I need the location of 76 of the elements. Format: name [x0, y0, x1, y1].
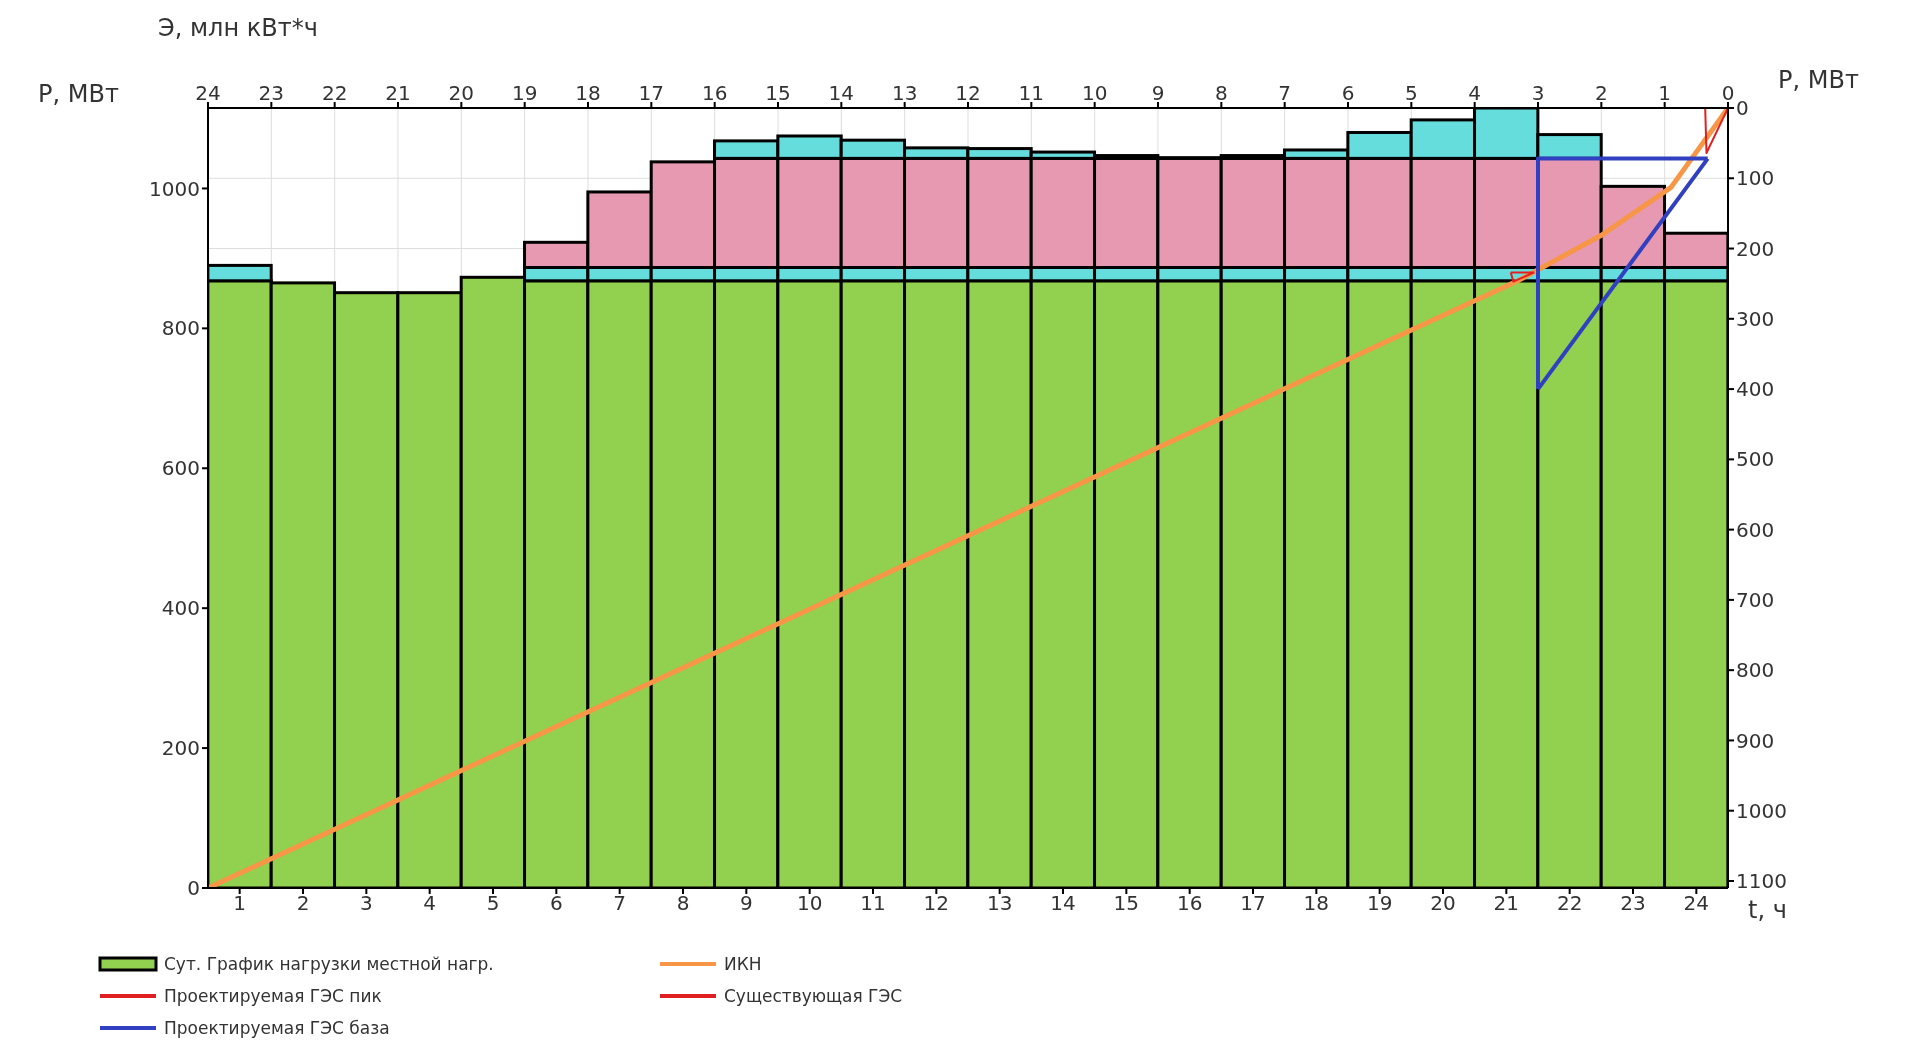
- x2-tick-label: 21: [385, 81, 411, 105]
- x2-tick-label: 12: [955, 81, 981, 105]
- x2-tick-label: 18: [575, 81, 601, 105]
- x2-axis-title: Э, млн кВт*ч: [158, 14, 318, 42]
- x-tick-label: 3: [359, 891, 373, 916]
- y2-tick-label: 900: [1736, 728, 1775, 753]
- y2-tick-label: 300: [1736, 306, 1775, 331]
- x-tick-label: 2: [296, 891, 310, 916]
- x-tick-label: 21: [1493, 891, 1520, 916]
- x2-tick-label: 7: [1278, 81, 1292, 105]
- x2-tick-label: 11: [1018, 81, 1045, 105]
- x2-tick-label: 14: [828, 81, 855, 105]
- x-tick-label: 15: [1113, 891, 1140, 916]
- x-tick-label: 10: [796, 891, 823, 916]
- x-tick-label: 8: [676, 891, 690, 916]
- x2-tick-label: 15: [765, 81, 791, 105]
- legend-label: Существующая ГЭС: [724, 986, 903, 1006]
- y2-tick-label: 1100: [1736, 869, 1787, 894]
- x2-tick-label: 4: [1468, 81, 1482, 105]
- legend-label: ИКН: [724, 954, 762, 974]
- x2-tick-label: 0: [1721, 81, 1735, 105]
- x-tick-label: 24: [1683, 891, 1710, 916]
- y-tick-label: 400: [161, 596, 200, 621]
- x-tick-label: 4: [423, 891, 437, 916]
- y2-tick-label: 700: [1736, 587, 1775, 612]
- y-tick-label: 600: [161, 456, 200, 481]
- x2-tick-label: 22: [321, 81, 348, 105]
- x-tick-label: 14: [1050, 891, 1076, 916]
- legend-label: Проектируемая ГЭС база: [164, 1018, 390, 1038]
- y2-tick-label: 200: [1736, 236, 1775, 261]
- y2-tick-label: 600: [1736, 517, 1775, 542]
- x-tick-label: 23: [1620, 891, 1646, 916]
- y2-tick-label: 0: [1736, 96, 1749, 121]
- x-tick-label: 11: [860, 891, 886, 916]
- x-tick-label: 16: [1176, 891, 1203, 916]
- y2-tick-label: 400: [1736, 377, 1775, 402]
- x-axis-title: t, ч: [1748, 896, 1787, 924]
- y2-tick-label: 500: [1736, 447, 1775, 472]
- legend-label: Проектируемая ГЭС пик: [164, 986, 382, 1006]
- x2-tick-label: 6: [1341, 81, 1355, 105]
- x2-tick-label: 5: [1404, 81, 1418, 105]
- x-tick-label: 20: [1430, 891, 1456, 916]
- x-tick-label: 19: [1366, 891, 1393, 916]
- x2-tick-label: 2: [1594, 81, 1608, 105]
- x-tick-label: 7: [613, 891, 627, 916]
- y-axis-title: P, МВт: [38, 80, 119, 108]
- y-tick-label: 0: [187, 876, 200, 901]
- x-tick-label: 5: [486, 891, 500, 916]
- x-tick-label: 18: [1303, 891, 1330, 916]
- x-tick-label: 22: [1556, 891, 1583, 916]
- x2-tick-label: 16: [701, 81, 728, 105]
- x2-tick-label: 13: [891, 81, 918, 105]
- y2-tick-label: 1000: [1736, 798, 1787, 823]
- x-tick-label: 9: [739, 891, 753, 916]
- y-tick-label: 200: [161, 736, 200, 761]
- y-tick-label: 1000: [149, 176, 200, 201]
- x2-tick-label: 1: [1658, 81, 1672, 105]
- y2-tick-label: 100: [1736, 166, 1775, 191]
- x2-tick-label: 24: [195, 81, 221, 105]
- y2-tick-label: 800: [1736, 658, 1775, 683]
- x-tick-label: 13: [986, 891, 1013, 916]
- x2-tick-label: 8: [1214, 81, 1228, 105]
- x2-tick-label: 3: [1531, 81, 1545, 105]
- legend-label: Сут. График нагрузки местной нагр.: [164, 954, 494, 974]
- x2-tick-label: 23: [258, 81, 285, 105]
- x2-tick-label: 19: [511, 81, 538, 105]
- x-tick-label: 12: [923, 891, 950, 916]
- x2-tick-label: 9: [1151, 81, 1165, 105]
- y-tick-label: 800: [161, 316, 200, 341]
- y2-axis-title: P, МВт: [1778, 66, 1859, 94]
- x-tick-label: 6: [549, 891, 563, 916]
- x-tick-label: 1: [233, 891, 247, 916]
- x2-tick-label: 10: [1081, 81, 1108, 105]
- x2-tick-label: 20: [448, 81, 475, 105]
- x-tick-label: 17: [1240, 891, 1266, 916]
- x2-tick-label: 17: [638, 81, 665, 105]
